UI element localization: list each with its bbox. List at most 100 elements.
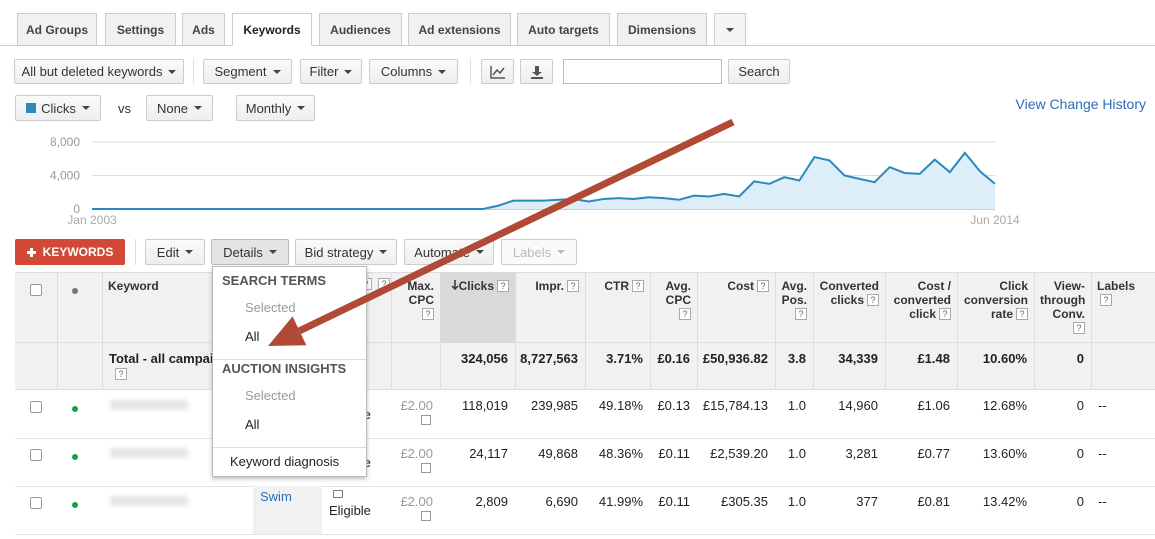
tab[interactable]: Ad Groups: [17, 13, 97, 45]
caret: [297, 106, 306, 110]
tab[interactable]: Audiences: [319, 13, 402, 45]
column-header[interactable]: Keyword: [108, 279, 247, 293]
column-header[interactable]: Clicks?: [446, 279, 509, 293]
search-button[interactable]: Search: [728, 59, 790, 84]
action-button[interactable]: Details: [211, 239, 289, 265]
caret: [438, 69, 447, 74]
view-change-history-link[interactable]: View Change History: [1015, 96, 1146, 112]
column-header[interactable]: Max. CPC?: [397, 279, 434, 321]
metric-dropdown[interactable]: Clicks: [15, 95, 101, 121]
tab-label: Keywords: [243, 23, 301, 37]
row-divider: [15, 534, 1155, 535]
separator: [193, 59, 194, 84]
tab-label: Ads: [192, 22, 215, 37]
metric-cell: 12.68%: [982, 398, 1027, 413]
chart-icon: [489, 65, 505, 79]
hidden-header-help: ?: [375, 276, 390, 291]
column-header[interactable]: CTR?: [591, 279, 644, 293]
search-input[interactable]: [563, 59, 722, 84]
column-divider: [391, 272, 392, 390]
search-button-label: Search: [738, 64, 780, 79]
action-button[interactable]: Edit: [145, 239, 205, 265]
toolbar-button[interactable]: Filter: [300, 59, 362, 84]
help-icon: ?: [867, 294, 879, 306]
total-help: ?: [112, 366, 127, 381]
column-header-label: Max. CPC: [407, 279, 434, 307]
metric-cell: £50,936.82: [702, 351, 768, 366]
action-button[interactable]: Automate: [404, 239, 494, 265]
toolbar-button[interactable]: Segment: [203, 59, 292, 84]
row-checkbox[interactable]: [30, 497, 42, 509]
total-label: Total - all campaigns: [109, 351, 237, 366]
tab[interactable]: Ads: [182, 13, 225, 45]
help-icon: ?: [1100, 294, 1112, 306]
separator: [135, 239, 136, 265]
column-header[interactable]: Avg. CPC?: [656, 279, 691, 321]
max-cpc[interactable]: £2.00: [400, 446, 433, 461]
metric-cell: £1.06: [917, 398, 950, 413]
download-button[interactable]: [520, 59, 553, 84]
tab[interactable]: Auto targets: [517, 13, 610, 45]
caret: [168, 69, 177, 74]
column-header-label: Click conversion rate: [963, 279, 1028, 321]
menu-item[interactable]: All: [245, 417, 260, 432]
column-header-label: Cost / converted click: [893, 279, 951, 321]
max-cpc[interactable]: £2.00: [400, 494, 433, 509]
tab[interactable]: Settings: [105, 13, 176, 45]
tab[interactable]: Dimensions: [617, 13, 707, 45]
column-header[interactable]: Labels?: [1097, 279, 1149, 307]
tab[interactable]: Keywords: [232, 13, 312, 46]
vs-label: vs: [118, 101, 131, 116]
ad-group-link[interactable]: Swim: [260, 489, 292, 504]
max-cpc[interactable]: £2.00: [400, 398, 433, 413]
period-dropdown[interactable]: Monthly: [236, 95, 315, 121]
help-icon: ?: [679, 308, 691, 320]
chart-toggle-button[interactable]: [481, 59, 514, 84]
row-checkbox[interactable]: [30, 401, 42, 413]
toolbar-button-label: Columns: [380, 64, 433, 79]
menu-section-title: AUCTION INSIGHTS: [222, 361, 347, 376]
add-keywords-button[interactable]: KEYWORDS: [15, 239, 125, 265]
compare-dropdown[interactable]: None: [146, 95, 213, 121]
metric-cell: £305.35: [721, 494, 768, 509]
menu-item: Selected: [245, 388, 296, 403]
column-header[interactable]: View-through Conv.?: [1040, 279, 1085, 335]
y-tick-label: 0: [73, 202, 80, 216]
download-icon: [530, 65, 543, 79]
tab[interactable]: Ad extensions: [408, 13, 511, 45]
column-header[interactable]: Converted clicks?: [819, 279, 879, 307]
header-checkbox[interactable]: [30, 284, 42, 296]
metric-cell: 324,056: [461, 351, 508, 366]
menu-item[interactable]: All: [245, 329, 260, 344]
action-button-label: Automate: [414, 244, 470, 260]
column-header[interactable]: Click conversion rate?: [963, 279, 1028, 321]
column-header[interactable]: Impr.?: [521, 279, 579, 293]
column-header-label: Avg. Pos.: [781, 279, 807, 307]
column-divider: [813, 272, 814, 390]
column-header-label: View-through Conv.: [1040, 279, 1086, 321]
x-axis-label: Jun 2014: [970, 213, 1020, 227]
tab-label: Auto targets: [528, 22, 599, 37]
metric-cell: 0: [1076, 446, 1084, 461]
toolbar-button-label: Filter: [309, 64, 339, 79]
column-divider: [1091, 272, 1092, 390]
row-checkbox[interactable]: [30, 449, 42, 461]
menu-item[interactable]: Keyword diagnosis: [230, 454, 340, 469]
plus-v: [29, 247, 33, 257]
action-button[interactable]: Bid strategy: [295, 239, 397, 265]
view-filter-dropdown[interactable]: All but deleted keywords: [14, 59, 184, 84]
tab-more[interactable]: [714, 13, 746, 45]
column-header[interactable]: Avg. Pos.?: [781, 279, 807, 321]
action-button[interactable]: Labels: [501, 239, 577, 265]
x-axis-label: Jan 2003: [67, 213, 117, 227]
metric-cell: 3.8: [787, 351, 806, 366]
y-tick-label: 8,000: [50, 135, 80, 149]
column-header[interactable]: Cost / converted click?: [891, 279, 951, 321]
area-fill: [92, 152, 995, 209]
sort-arrow: [451, 279, 459, 293]
column-header[interactable]: Cost?: [703, 279, 769, 293]
metric-cell: 0: [1076, 494, 1084, 509]
toolbar-button[interactable]: Columns: [369, 59, 458, 84]
column-divider: [102, 272, 103, 390]
action-button-label: Labels: [512, 244, 552, 260]
